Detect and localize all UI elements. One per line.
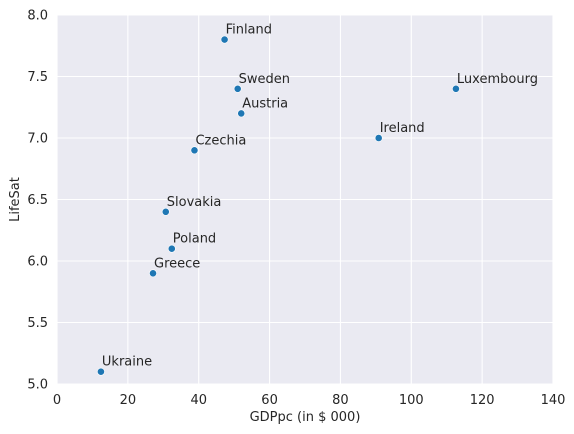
- y-tick-label: 5.0: [27, 378, 48, 393]
- x-tick-label: 100: [399, 393, 424, 408]
- point-label: Luxembourg: [457, 72, 538, 87]
- x-tick-label: 140: [541, 393, 566, 408]
- point-label: Ireland: [380, 121, 425, 136]
- point-label: Greece: [154, 256, 200, 271]
- y-axis-label: LifeSat: [8, 177, 23, 222]
- x-tick-label: 40: [190, 393, 207, 408]
- x-tick-label: 80: [332, 393, 349, 408]
- point-label: Slovakia: [167, 195, 222, 210]
- data-points: [97, 35, 460, 376]
- x-tick-label: 120: [470, 393, 495, 408]
- point-labels: Finland Sweden Luxembourg Austria Ireland Cze…: [102, 23, 538, 370]
- data-point: [190, 146, 199, 155]
- data-point: [233, 84, 242, 93]
- point-label: Ukraine: [102, 355, 152, 370]
- y-gridlines: [57, 14, 553, 385]
- data-point: [237, 109, 246, 118]
- y-tick-label: 6.5: [27, 193, 48, 208]
- y-tick-label: 8.0: [27, 9, 48, 24]
- x-tick-label: 60: [261, 393, 278, 408]
- y-tick-label: 7.5: [27, 70, 48, 85]
- data-point: [149, 269, 157, 278]
- data-point: [452, 84, 460, 93]
- data-point: [97, 367, 105, 376]
- point-label: Austria: [242, 96, 288, 111]
- y-tick-label: 6.0: [27, 255, 48, 270]
- data-point: [167, 244, 176, 253]
- x-axis-label: GDPpc (in $ 000): [250, 410, 361, 425]
- y-tick-labels: 5.0 5.5 6.0 6.5 7.0 7.5 8.0: [27, 9, 48, 393]
- point-label: Poland: [173, 232, 216, 247]
- y-tick-label: 7.0: [27, 132, 48, 147]
- point-label: Sweden: [239, 72, 290, 87]
- x-tick-labels: 0 20 40 60 80 100 120 140: [53, 393, 566, 408]
- x-tick-label: 0: [53, 393, 61, 408]
- data-point: [161, 207, 170, 216]
- data-point: [220, 35, 229, 44]
- x-tick-label: 20: [120, 393, 137, 408]
- data-point: [374, 134, 383, 142]
- point-label: Czechia: [195, 133, 246, 148]
- point-label: Finland: [226, 23, 272, 38]
- y-tick-label: 5.5: [27, 316, 48, 331]
